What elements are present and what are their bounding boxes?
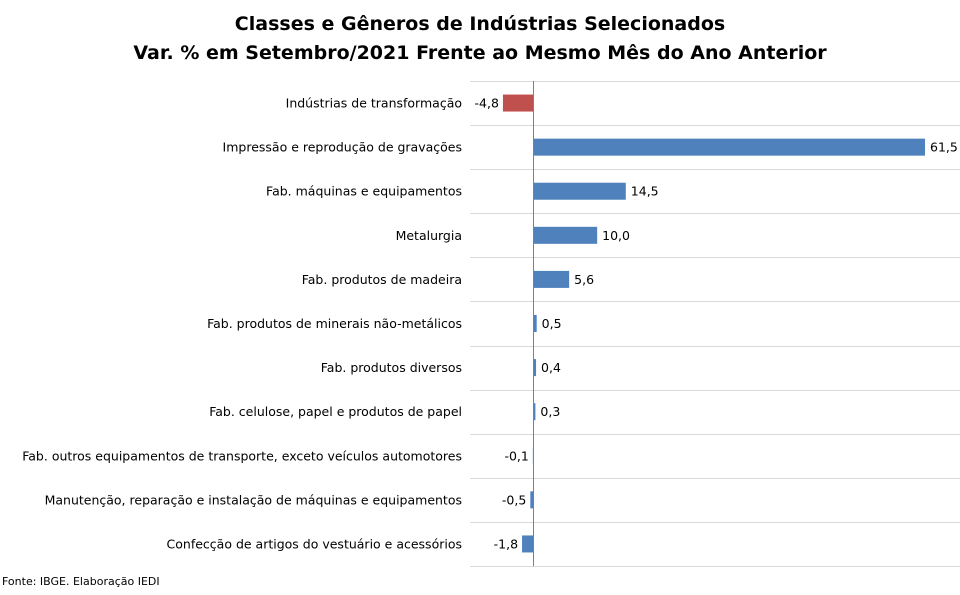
category-label: Fab. máquinas e equipamentos — [266, 184, 462, 199]
category-label: Indústrias de transformação — [286, 96, 462, 111]
data-label: 10,0 — [602, 228, 630, 243]
data-label: -4,8 — [475, 96, 499, 111]
category-label: Confecção de artigos do vestuário e aces… — [167, 536, 462, 551]
category-label: Manutenção, reparação e instalação de má… — [45, 492, 462, 507]
data-label: 0,4 — [541, 360, 561, 375]
bar — [530, 491, 534, 509]
bar — [533, 138, 925, 156]
data-label: 14,5 — [631, 184, 659, 199]
data-label: 5,6 — [574, 272, 594, 287]
category-label: Fab. celulose, papel e produtos de papel — [209, 404, 462, 419]
data-label: -0,5 — [502, 492, 526, 507]
source-note: Fonte: IBGE. Elaboração IEDI — [2, 575, 160, 588]
bar — [533, 182, 626, 200]
category-label: Fab. produtos de madeira — [302, 272, 462, 287]
data-label: 0,3 — [540, 404, 560, 419]
data-label: -0,1 — [504, 448, 528, 463]
category-label: Fab. outros equipamentos de transporte, … — [22, 448, 462, 463]
bar — [502, 94, 534, 112]
bar — [533, 226, 598, 244]
bar — [522, 535, 534, 553]
bar — [533, 270, 570, 288]
category-label: Fab. produtos diversos — [321, 360, 462, 375]
category-label: Metalurgia — [396, 228, 462, 243]
data-label: 61,5 — [930, 140, 958, 155]
chart-title: Classes e Gêneros de Indústrias Selecion… — [234, 13, 726, 35]
category-label: Impressão e reprodução de gravações — [223, 140, 462, 155]
category-label: Fab. produtos de minerais não-metálicos — [207, 316, 462, 331]
bar — [533, 359, 537, 377]
bar — [533, 315, 537, 332]
data-label: 0,5 — [542, 316, 562, 331]
data-label: -1,8 — [494, 536, 518, 551]
bar — [533, 403, 536, 421]
chart-title-block: Classes e Gêneros de Indústrias Selecion… — [0, 10, 960, 68]
chart-subtitle: Var. % em Setembro/2021 Frente ao Mesmo … — [133, 42, 827, 64]
